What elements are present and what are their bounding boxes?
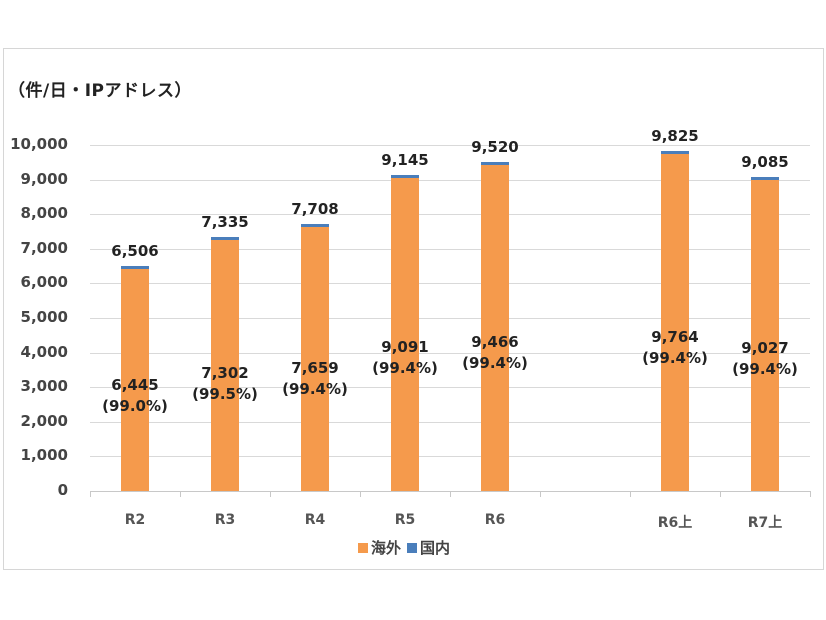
overseas-count: 9,027: [741, 338, 789, 357]
overseas-value-label: 9,466 (99.4%): [450, 332, 540, 374]
total-label: 9,825: [651, 127, 699, 146]
legend-swatch-overseas: [358, 542, 368, 553]
x-tick-mark: [450, 491, 451, 497]
gridline: [90, 352, 810, 354]
overseas-share: (99.4%): [282, 379, 348, 398]
gridline: [90, 248, 810, 250]
total-label: 9,145: [381, 150, 429, 169]
overseas-count: 9,466: [471, 332, 519, 351]
bar-segment-domestic: [751, 176, 779, 180]
y-tick-label: 6,000: [20, 273, 68, 292]
bar-segment-domestic: [391, 174, 419, 178]
gridline: [90, 387, 810, 389]
bar-segment-domestic: [211, 237, 239, 241]
x-tick-label: R3: [214, 512, 236, 528]
x-tick-mark: [720, 491, 721, 497]
gridline: [90, 318, 810, 319]
legend-swatch-domestic: [407, 542, 418, 553]
overseas-share: (99.0%): [102, 397, 168, 416]
total-label: 9,085: [741, 152, 789, 171]
x-tick-mark: [90, 491, 91, 497]
x-tick-label: R6: [484, 512, 506, 528]
total-label: 9,520: [471, 137, 519, 156]
overseas-count: 9,091: [381, 338, 429, 357]
legend-item-overseas: 海外: [358, 537, 401, 558]
x-tick-mark: [810, 491, 811, 497]
bar-R5: [391, 174, 419, 491]
bar-segment-domestic: [481, 161, 509, 165]
overseas-count: 9,764: [651, 328, 699, 347]
legend: 海外 国内: [358, 537, 450, 558]
overseas-count: 6,445: [111, 376, 159, 395]
chart-frame: [3, 48, 824, 570]
overseas-value-label: 6,445 (99.0%): [90, 375, 180, 417]
x-tick-mark: [180, 491, 181, 497]
y-tick-label: 7,000: [20, 238, 68, 257]
y-tick-label: 5,000: [20, 308, 68, 326]
y-tick-label: 4,000: [20, 342, 68, 361]
y-tick-label: 2,000: [20, 411, 68, 430]
y-axis-unit-label: （件/日・IPアドレス）: [8, 81, 192, 101]
overseas-count: 7,302: [201, 364, 249, 383]
bar-segment-domestic: [301, 224, 329, 228]
y-tick-label: 9,000: [20, 169, 68, 188]
overseas-value-label: 9,027 (99.4%): [720, 338, 810, 380]
x-tick-mark: [270, 491, 271, 497]
x-tick-label: R7上: [747, 515, 783, 531]
overseas-share: (99.4%): [372, 359, 438, 378]
total-label: 7,708: [291, 200, 339, 219]
bar-R3: [211, 237, 239, 491]
bar-R6上: [661, 151, 689, 491]
legend-label-domestic: 国内: [420, 539, 451, 557]
y-tick-label: 3,000: [20, 377, 68, 396]
x-tick-label: R6上: [657, 515, 693, 531]
x-tick-mark: [360, 491, 361, 497]
y-tick-label: 8,000: [20, 204, 68, 223]
gridline: [90, 145, 810, 146]
gridline: [90, 179, 810, 181]
overseas-value-label: 7,659 (99.4%): [270, 358, 360, 400]
bar-segment-domestic: [661, 151, 689, 155]
overseas-count: 7,659: [291, 358, 339, 377]
y-tick-label: 10,000: [10, 135, 68, 153]
total-label: 7,335: [201, 213, 249, 232]
overseas-value-label: 9,091 (99.4%): [360, 337, 450, 379]
x-tick-label: R4: [304, 512, 326, 528]
gridline: [90, 456, 810, 458]
bar-R4: [301, 224, 329, 491]
gridline: [90, 421, 810, 423]
overseas-value-label: 9,764 (99.4%): [630, 327, 720, 369]
legend-label-overseas: 海外: [371, 539, 402, 557]
bar-R7上: [751, 176, 779, 491]
overseas-share: (99.4%): [642, 349, 708, 368]
bar-R2: [121, 265, 149, 491]
overseas-share: (99.4%): [732, 359, 798, 378]
x-tick-mark: [630, 491, 631, 497]
overseas-share: (99.4%): [462, 353, 528, 372]
bar-R6: [481, 161, 509, 491]
y-tick-label: 1,000: [20, 446, 68, 465]
bar-segment-domestic: [121, 265, 149, 269]
gridline: [90, 214, 810, 216]
overseas-share: (99.5%): [192, 385, 258, 404]
total-label: 6,506: [111, 241, 159, 260]
overseas-value-label: 7,302 (99.5%): [180, 363, 270, 405]
x-tick-label: R2: [124, 512, 146, 528]
y-tick-label: 0: [57, 481, 68, 499]
gridline: [90, 283, 810, 285]
x-tick-label: R5: [394, 512, 416, 528]
legend-item-domestic: 国内: [407, 537, 450, 558]
x-tick-mark: [540, 491, 541, 497]
